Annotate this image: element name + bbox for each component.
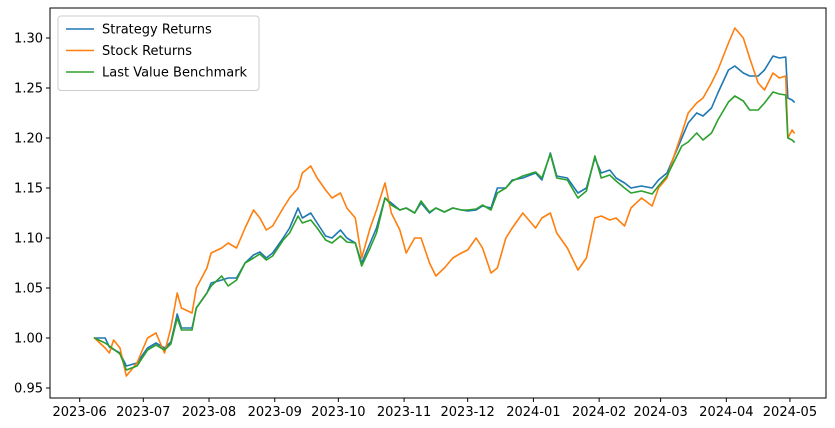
- legend-label-1: Stock Returns: [102, 44, 192, 59]
- legend-label-2: Last Value Benchmark: [102, 66, 248, 81]
- x-tick-label: 2024-02: [572, 405, 626, 420]
- x-tick-label: 2024-01: [506, 405, 560, 420]
- y-tick-label: 0.95: [14, 382, 43, 397]
- legend: Strategy Returns Stock Returns Last Value …: [57, 15, 260, 91]
- x-tick-label: 2023-12: [441, 405, 495, 420]
- plot-frame: [49, 7, 827, 399]
- y-tick-label: 1.05: [14, 282, 43, 297]
- series-line-2: [93, 91, 795, 371]
- x-tick-label: 2023-06: [53, 405, 107, 420]
- x-tick-label: 2024-04: [699, 405, 753, 420]
- x-tick-label: 2023-07: [116, 405, 170, 420]
- series-layer: [93, 27, 795, 377]
- x-tick-label: 2023-08: [182, 405, 236, 420]
- legend-box: [57, 15, 260, 91]
- y-tick-label: 1.00: [14, 332, 43, 347]
- y-tick-label: 1.30: [14, 32, 43, 47]
- x-tick-label: 2023-09: [248, 405, 302, 420]
- legend-label-0: Strategy Returns: [102, 23, 212, 38]
- y-tick-label: 1.25: [14, 82, 43, 97]
- y-tick-label: 1.15: [14, 182, 43, 197]
- x-tick-label: 2024-03: [633, 405, 687, 420]
- x-tick-label: 2024-05: [763, 405, 817, 420]
- x-tick-label: 2023-10: [311, 405, 365, 420]
- y-tick-label: 1.10: [14, 232, 43, 247]
- x-tick-label: 2023-11: [377, 405, 431, 420]
- y-tick-label: 1.20: [14, 132, 43, 147]
- series-line-1: [93, 27, 795, 377]
- axes-layer: 2023-06 2023-07 2023-08 2023-09 2023-10 2023-…: [14, 32, 817, 421]
